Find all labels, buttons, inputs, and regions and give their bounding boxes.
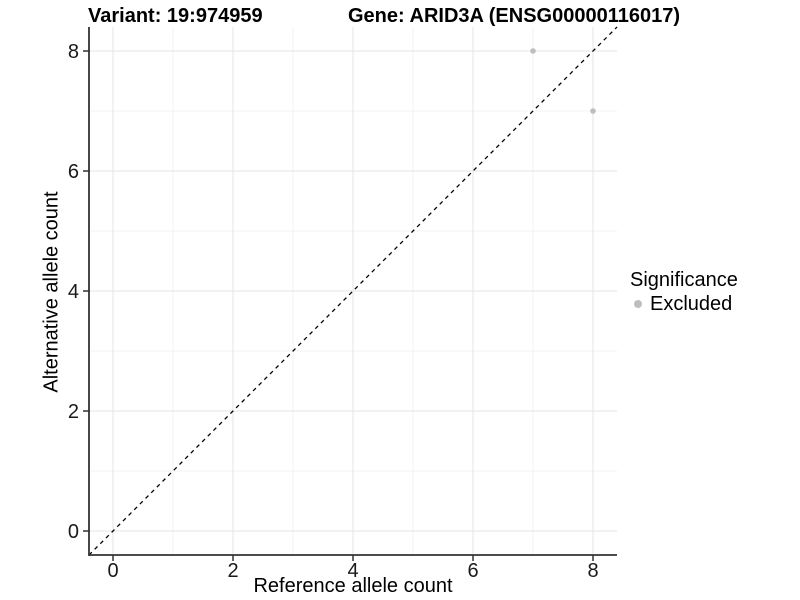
y-tick-label: 8: [68, 41, 79, 63]
legend-item-excluded: Excluded: [630, 292, 738, 316]
y-axis-title: Alternative allele count: [40, 191, 63, 393]
x-tick-label: 6: [467, 560, 478, 582]
legend: Significance Excluded: [630, 268, 738, 316]
data-point: [590, 108, 596, 114]
variant-title: Variant: 19:974959: [88, 5, 263, 27]
y-tick-label: 4: [68, 281, 79, 303]
legend-title: Significance: [630, 269, 738, 291]
y-tick-label: 0: [68, 521, 79, 543]
x-tick-label: 4: [347, 560, 358, 582]
y-tick-label: 2: [68, 401, 79, 423]
data-point: [530, 48, 536, 54]
legend-item-label: Excluded: [650, 293, 733, 315]
x-tick-label: 2: [227, 560, 238, 582]
x-tick-label: 8: [587, 560, 598, 582]
x-tick-label: 0: [107, 560, 118, 582]
y-tick-label: 6: [68, 161, 79, 183]
gene-title: Gene: ARID3A (ENSG00000116017): [348, 5, 681, 27]
x-axis-title: Reference allele count: [253, 575, 453, 597]
legend-point-icon: [634, 300, 642, 308]
